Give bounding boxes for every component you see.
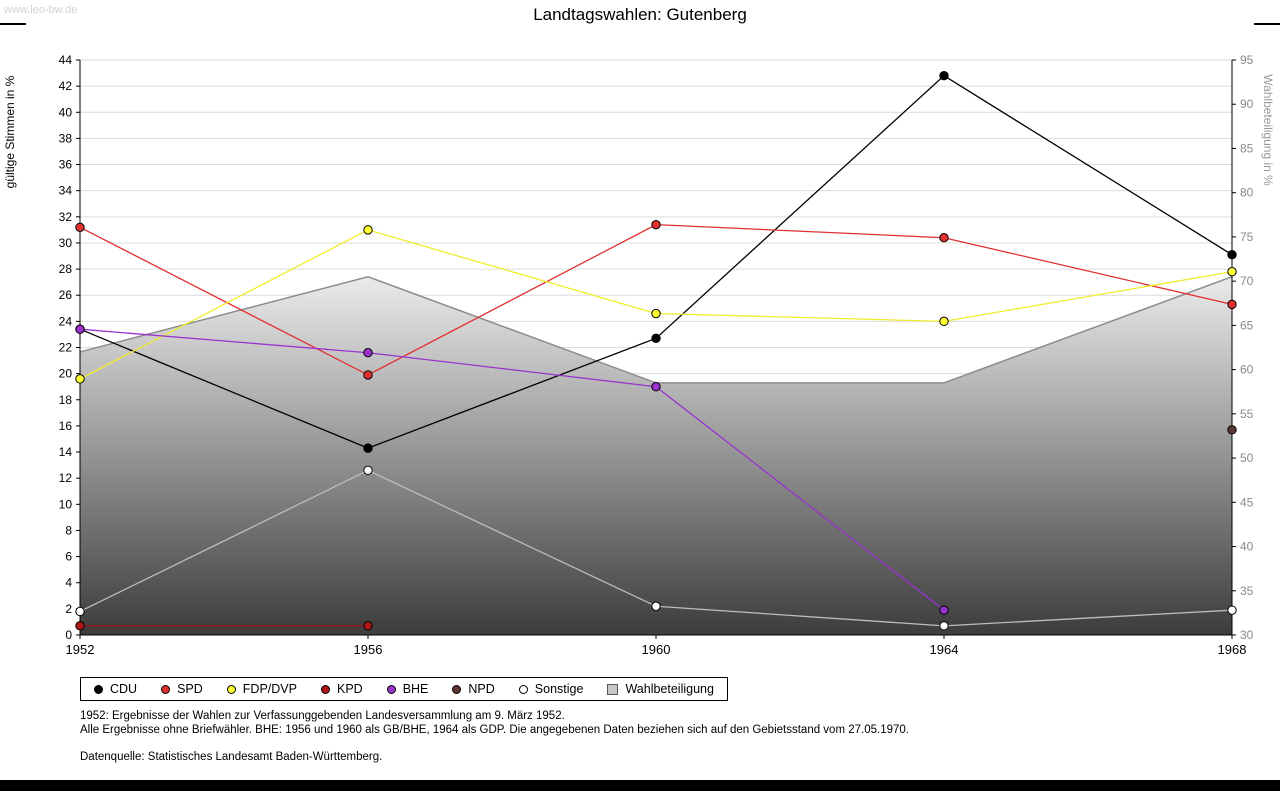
svg-text:12: 12 [59,471,73,485]
svg-text:40: 40 [59,105,73,119]
legend-label: SPD [177,682,203,696]
svg-text:60: 60 [1240,363,1254,377]
svg-text:40: 40 [1240,540,1254,554]
legend-item-kpd: KPD [320,682,363,696]
svg-text:4: 4 [65,576,72,590]
legend-marker-dot [94,684,103,694]
legend-item-cdu: CDU [94,682,137,696]
top-right-rule [1254,23,1280,25]
svg-text:34: 34 [59,184,73,198]
svg-text:6: 6 [65,550,72,564]
series-spd [75,219,1237,380]
svg-text:95: 95 [1240,53,1254,67]
svg-text:1956: 1956 [354,642,383,657]
right-axis-title: Wahlbeteiligung in % [1261,74,1275,186]
legend-marker-dot [452,684,462,694]
svg-text:90: 90 [1240,97,1254,111]
svg-text:32: 32 [59,210,73,224]
top-left-rule [0,23,26,25]
svg-text:80: 80 [1240,186,1254,200]
series-sonstige [75,465,1237,631]
legend-item-sonstige: Sonstige [518,682,584,696]
svg-text:1964: 1964 [930,642,959,657]
svg-text:65: 65 [1240,318,1254,332]
series-bhe [75,324,949,615]
svg-text:1968: 1968 [1218,642,1247,657]
svg-text:35: 35 [1240,584,1254,598]
right-axis: 30 35 40 45 50 55 60 65 70 75 80 85 90 95 [1232,53,1254,642]
election-chart: 0246810121416182022242628303234363840424… [3,53,1275,657]
series-kpd [75,621,373,631]
legend-label: Wahlbeteiligung [625,682,714,696]
legend-item-wahlbeteiligung: Wahlbeteiligung [607,682,714,696]
legend-label: BHE [402,682,429,696]
svg-text:30: 30 [59,236,73,250]
legend-swatch-area [607,683,619,695]
legend-label: CDU [110,682,138,696]
svg-text:75: 75 [1240,230,1254,244]
svg-text:36: 36 [59,158,73,172]
footnote-spacer [80,737,909,750]
footnote-line2: Alle Ergebnisse ohne Briefwähler. BHE: 1… [80,724,909,736]
legend-label: Sonstige [534,682,584,696]
legend-label: KPD [336,682,363,696]
svg-text:30: 30 [1240,628,1254,642]
participation-area [79,275,1233,635]
legend-item-bhe: BHE [386,682,429,696]
svg-text:1952: 1952 [66,642,95,657]
svg-text:45: 45 [1240,495,1254,509]
svg-text:85: 85 [1240,141,1254,155]
series-npd [1227,425,1237,435]
bottom-bar [0,780,1280,791]
legend-marker-dot [386,684,396,694]
svg-text:70: 70 [1240,274,1254,288]
legend-marker-dot [518,684,528,694]
svg-text:10: 10 [59,497,73,511]
footnote-line1: 1952: Ergebnisse der Wahlen zur Verfassu… [80,710,565,722]
svg-text:1960: 1960 [642,642,671,657]
svg-text:18: 18 [59,393,73,407]
svg-text:24: 24 [59,314,73,328]
svg-text:0: 0 [65,628,72,642]
legend: CDU SPD FDP/DVP KPD BHE NPD Sonstige Wahlbeteil… [80,677,728,701]
svg-text:8: 8 [65,523,72,537]
legend-item-npd: NPD [452,682,495,696]
legend-marker-dot [226,684,236,694]
x-axis: 1952 1956 1960 1964 1968 [66,635,1247,657]
svg-text:16: 16 [59,419,73,433]
legend-label: NPD [468,682,495,696]
footnotes: 1952: Ergebnisse der Wahlen zur Verfassu… [80,709,909,764]
svg-text:14: 14 [59,445,73,459]
svg-text:55: 55 [1240,407,1254,421]
svg-text:38: 38 [59,131,73,145]
svg-text:42: 42 [59,79,73,93]
legend-item-spd: SPD [161,682,203,696]
series-fdp-dvp [75,225,1237,384]
svg-text:50: 50 [1240,451,1254,465]
svg-text:2: 2 [65,602,72,616]
legend-item-fdp-dvp: FDP/DVP [226,682,297,696]
legend-marker-dot [320,684,330,694]
chart-title: Landtagswahlen: Gutenberg [533,5,747,24]
left-axis: 0246810121416182022242628303234363840424… [59,53,80,642]
legend-marker-dot [161,684,171,694]
svg-text:22: 22 [59,341,73,355]
watermark: www.leo-bw.de [4,4,78,16]
legend-label: FDP/DVP [242,682,297,696]
svg-text:28: 28 [59,262,73,276]
footnote-source: Datenquelle: Statistisches Landesamt Bad… [80,751,383,763]
svg-text:26: 26 [59,288,73,302]
left-axis-title: gültige Stimmen in % [3,75,17,188]
svg-text:44: 44 [59,53,73,67]
svg-text:20: 20 [59,367,73,381]
